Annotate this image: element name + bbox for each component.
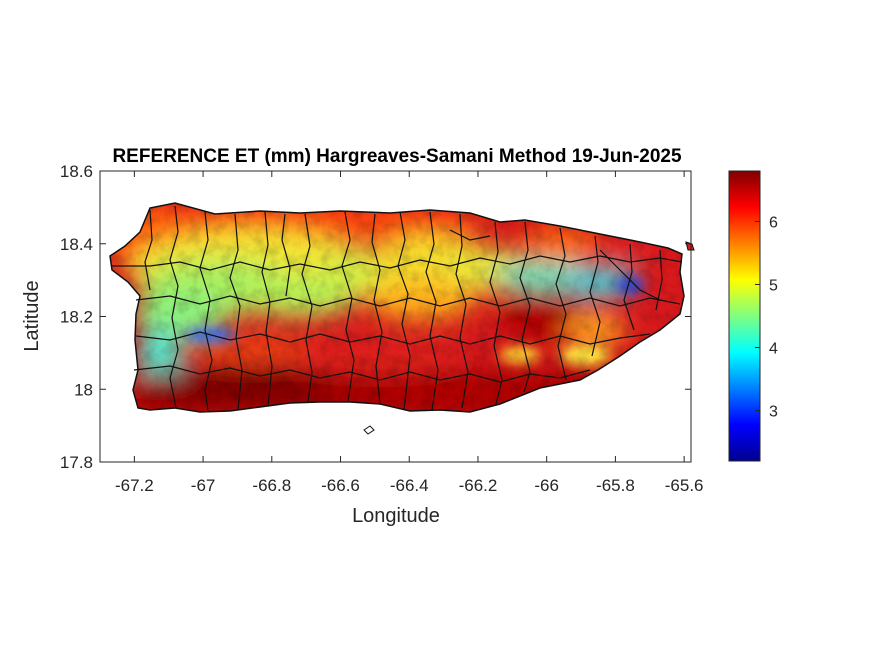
x-tick-label: -66.6 xyxy=(321,476,360,495)
colorbar-tick-label: 3 xyxy=(769,404,778,421)
x-tick-label: -65.8 xyxy=(596,476,635,495)
y-tick-label: 18 xyxy=(74,380,93,399)
x-tick-label: -66 xyxy=(534,476,559,495)
x-axis-label: Longitude xyxy=(352,505,440,527)
y-tick-label: 18.6 xyxy=(60,162,93,181)
colorbar-tick-label: 4 xyxy=(769,341,778,358)
y-tick-label: 18.2 xyxy=(60,308,93,327)
x-tick-label: -66.2 xyxy=(459,476,498,495)
caja-de-muertos-island xyxy=(363,425,375,435)
y-axis-label: Latitude xyxy=(21,280,43,351)
colorbar-tick-label: 5 xyxy=(769,277,778,294)
colorbar xyxy=(728,170,761,462)
eastern-islet xyxy=(685,241,695,251)
y-axis: 18.6 18.4 18.2 18 17.8 xyxy=(60,162,691,472)
map-title: REFERENCE ET (mm) Hargreaves-Samani Meth… xyxy=(112,146,682,167)
x-tick-label: -65.6 xyxy=(665,476,704,495)
colorbar-ticks: 3 4 5 6 xyxy=(755,214,778,421)
y-tick-label: 17.8 xyxy=(60,453,93,472)
x-tick-label: -66.4 xyxy=(390,476,429,495)
x-axis: -67.2 -67 -66.8 -66.6 -66.4 -66.2 -66 -65.8 -65.… xyxy=(115,171,704,495)
x-tick-label: -67.2 xyxy=(115,476,154,495)
municipality-boundaries xyxy=(112,205,683,412)
colorbar-tick-label: 6 xyxy=(769,214,778,231)
x-tick-label: -67 xyxy=(191,476,216,495)
y-tick-label: 18.4 xyxy=(60,235,93,254)
x-tick-label: -66.8 xyxy=(252,476,291,495)
